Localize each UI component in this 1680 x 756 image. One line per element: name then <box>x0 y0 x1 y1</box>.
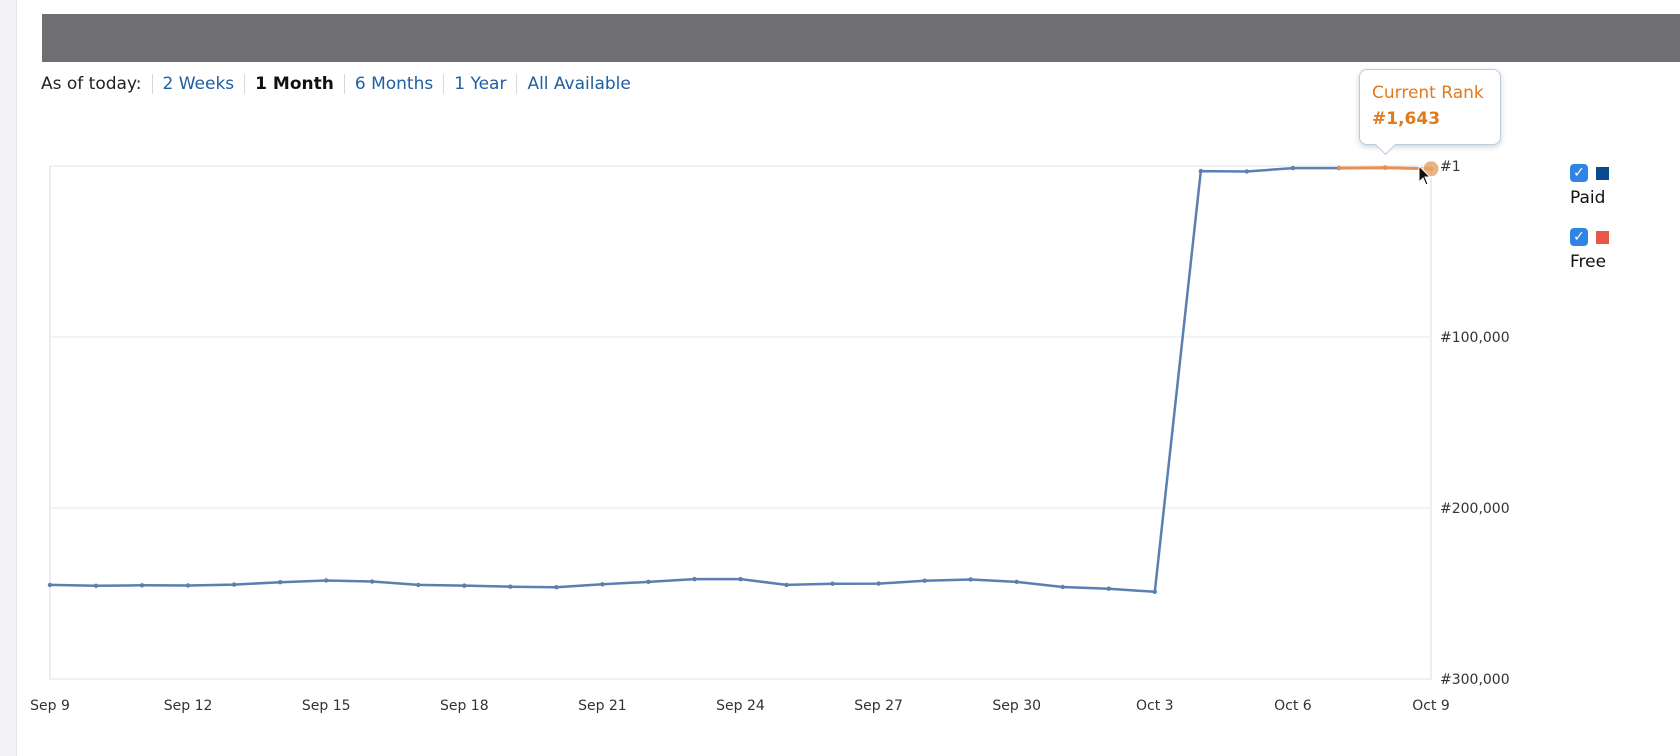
legend-label-paid: Paid <box>1570 188 1606 208</box>
range-selector: As of today: 2 Weeks 1 Month 6 Months 1 … <box>41 72 641 96</box>
x-tick-label: Sep 15 <box>302 698 351 714</box>
mouse-cursor-icon <box>1418 165 1432 186</box>
header-bar <box>42 14 1680 62</box>
data-point-paid[interactable] <box>876 581 881 586</box>
data-point-paid[interactable] <box>93 583 99 589</box>
x-tick-label: Sep 27 <box>854 698 903 714</box>
data-point-paid[interactable] <box>692 576 697 582</box>
y-tick-label: #100,000 <box>1440 330 1510 346</box>
data-point-paid[interactable] <box>922 578 927 583</box>
x-tick-label: Sep 24 <box>716 698 765 714</box>
data-point-paid[interactable] <box>231 582 237 587</box>
x-tick-label: Sep 12 <box>164 698 213 714</box>
data-point-paid[interactable] <box>1060 584 1065 590</box>
x-tick-label: Oct 6 <box>1274 698 1312 714</box>
data-point-paid[interactable] <box>370 579 375 584</box>
legend-label-free: Free <box>1570 252 1607 272</box>
data-point-paid[interactable] <box>1290 165 1296 171</box>
data-point-paid[interactable] <box>1106 586 1111 591</box>
range-option-2-weeks[interactable]: 2 Weeks <box>151 74 245 94</box>
data-point-paid[interactable] <box>784 582 789 588</box>
legend-swatch-paid <box>1596 166 1609 180</box>
data-point-paid[interactable] <box>646 579 651 585</box>
current-rank-tooltip: Current Rank #1,643 <box>1359 69 1501 156</box>
data-point-paid[interactable] <box>968 577 973 582</box>
data-point-paid[interactable] <box>830 581 835 586</box>
range-option-all-available[interactable]: All Available <box>516 74 640 94</box>
x-tick-label: Oct 9 <box>1412 698 1450 714</box>
data-point-paid[interactable] <box>277 580 283 585</box>
current-point-marker[interactable] <box>1422 160 1440 178</box>
data-point-paid[interactable] <box>1198 168 1204 174</box>
y-tick-label: #1 <box>1440 159 1461 175</box>
tooltip-value: #1,643 <box>1372 109 1441 129</box>
data-point-paid[interactable] <box>139 583 145 588</box>
data-point-free[interactable] <box>1337 166 1341 170</box>
chart-legend: ✓ Paid ✓ Free <box>1570 162 1609 290</box>
tooltip-title: Current Rank <box>1372 83 1484 103</box>
data-point-paid[interactable] <box>416 582 421 588</box>
checkbox-paid-icon[interactable]: ✓ <box>1570 164 1588 182</box>
data-point-paid[interactable] <box>47 582 53 588</box>
data-point-paid[interactable] <box>508 584 513 589</box>
data-point-paid[interactable] <box>600 582 605 587</box>
legend-swatch-free <box>1596 230 1609 244</box>
x-tick-label: Oct 3 <box>1136 698 1174 714</box>
plot-area <box>49 165 1432 680</box>
y-tick-label: #200,000 <box>1440 501 1510 517</box>
data-point-paid[interactable] <box>462 583 467 588</box>
data-point-paid[interactable] <box>1014 579 1019 585</box>
checkbox-free-icon[interactable]: ✓ <box>1570 228 1588 246</box>
data-point-paid[interactable] <box>324 578 329 583</box>
x-tick-label: Sep 9 <box>30 698 70 714</box>
data-point-paid[interactable] <box>1244 169 1250 174</box>
data-point-paid[interactable] <box>554 584 559 590</box>
x-tick-label: Sep 18 <box>440 698 489 714</box>
legend-item-paid[interactable]: ✓ Paid <box>1570 162 1609 208</box>
x-tick-label: Sep 30 <box>992 698 1041 714</box>
data-point-paid[interactable] <box>185 583 191 588</box>
data-point-paid[interactable] <box>1152 589 1158 594</box>
page-gutter <box>0 0 17 756</box>
x-tick-label: Sep 21 <box>578 698 627 714</box>
range-option-1-year[interactable]: 1 Year <box>443 74 516 94</box>
legend-item-free[interactable]: ✓ Free <box>1570 226 1609 272</box>
y-tick-label: #300,000 <box>1440 672 1510 688</box>
range-option-6-months[interactable]: 6 Months <box>343 74 443 94</box>
range-option-1-month[interactable]: 1 Month <box>244 74 344 94</box>
data-point-paid[interactable] <box>738 576 743 582</box>
data-point-free[interactable] <box>1383 165 1387 170</box>
range-label: As of today: <box>41 74 142 94</box>
